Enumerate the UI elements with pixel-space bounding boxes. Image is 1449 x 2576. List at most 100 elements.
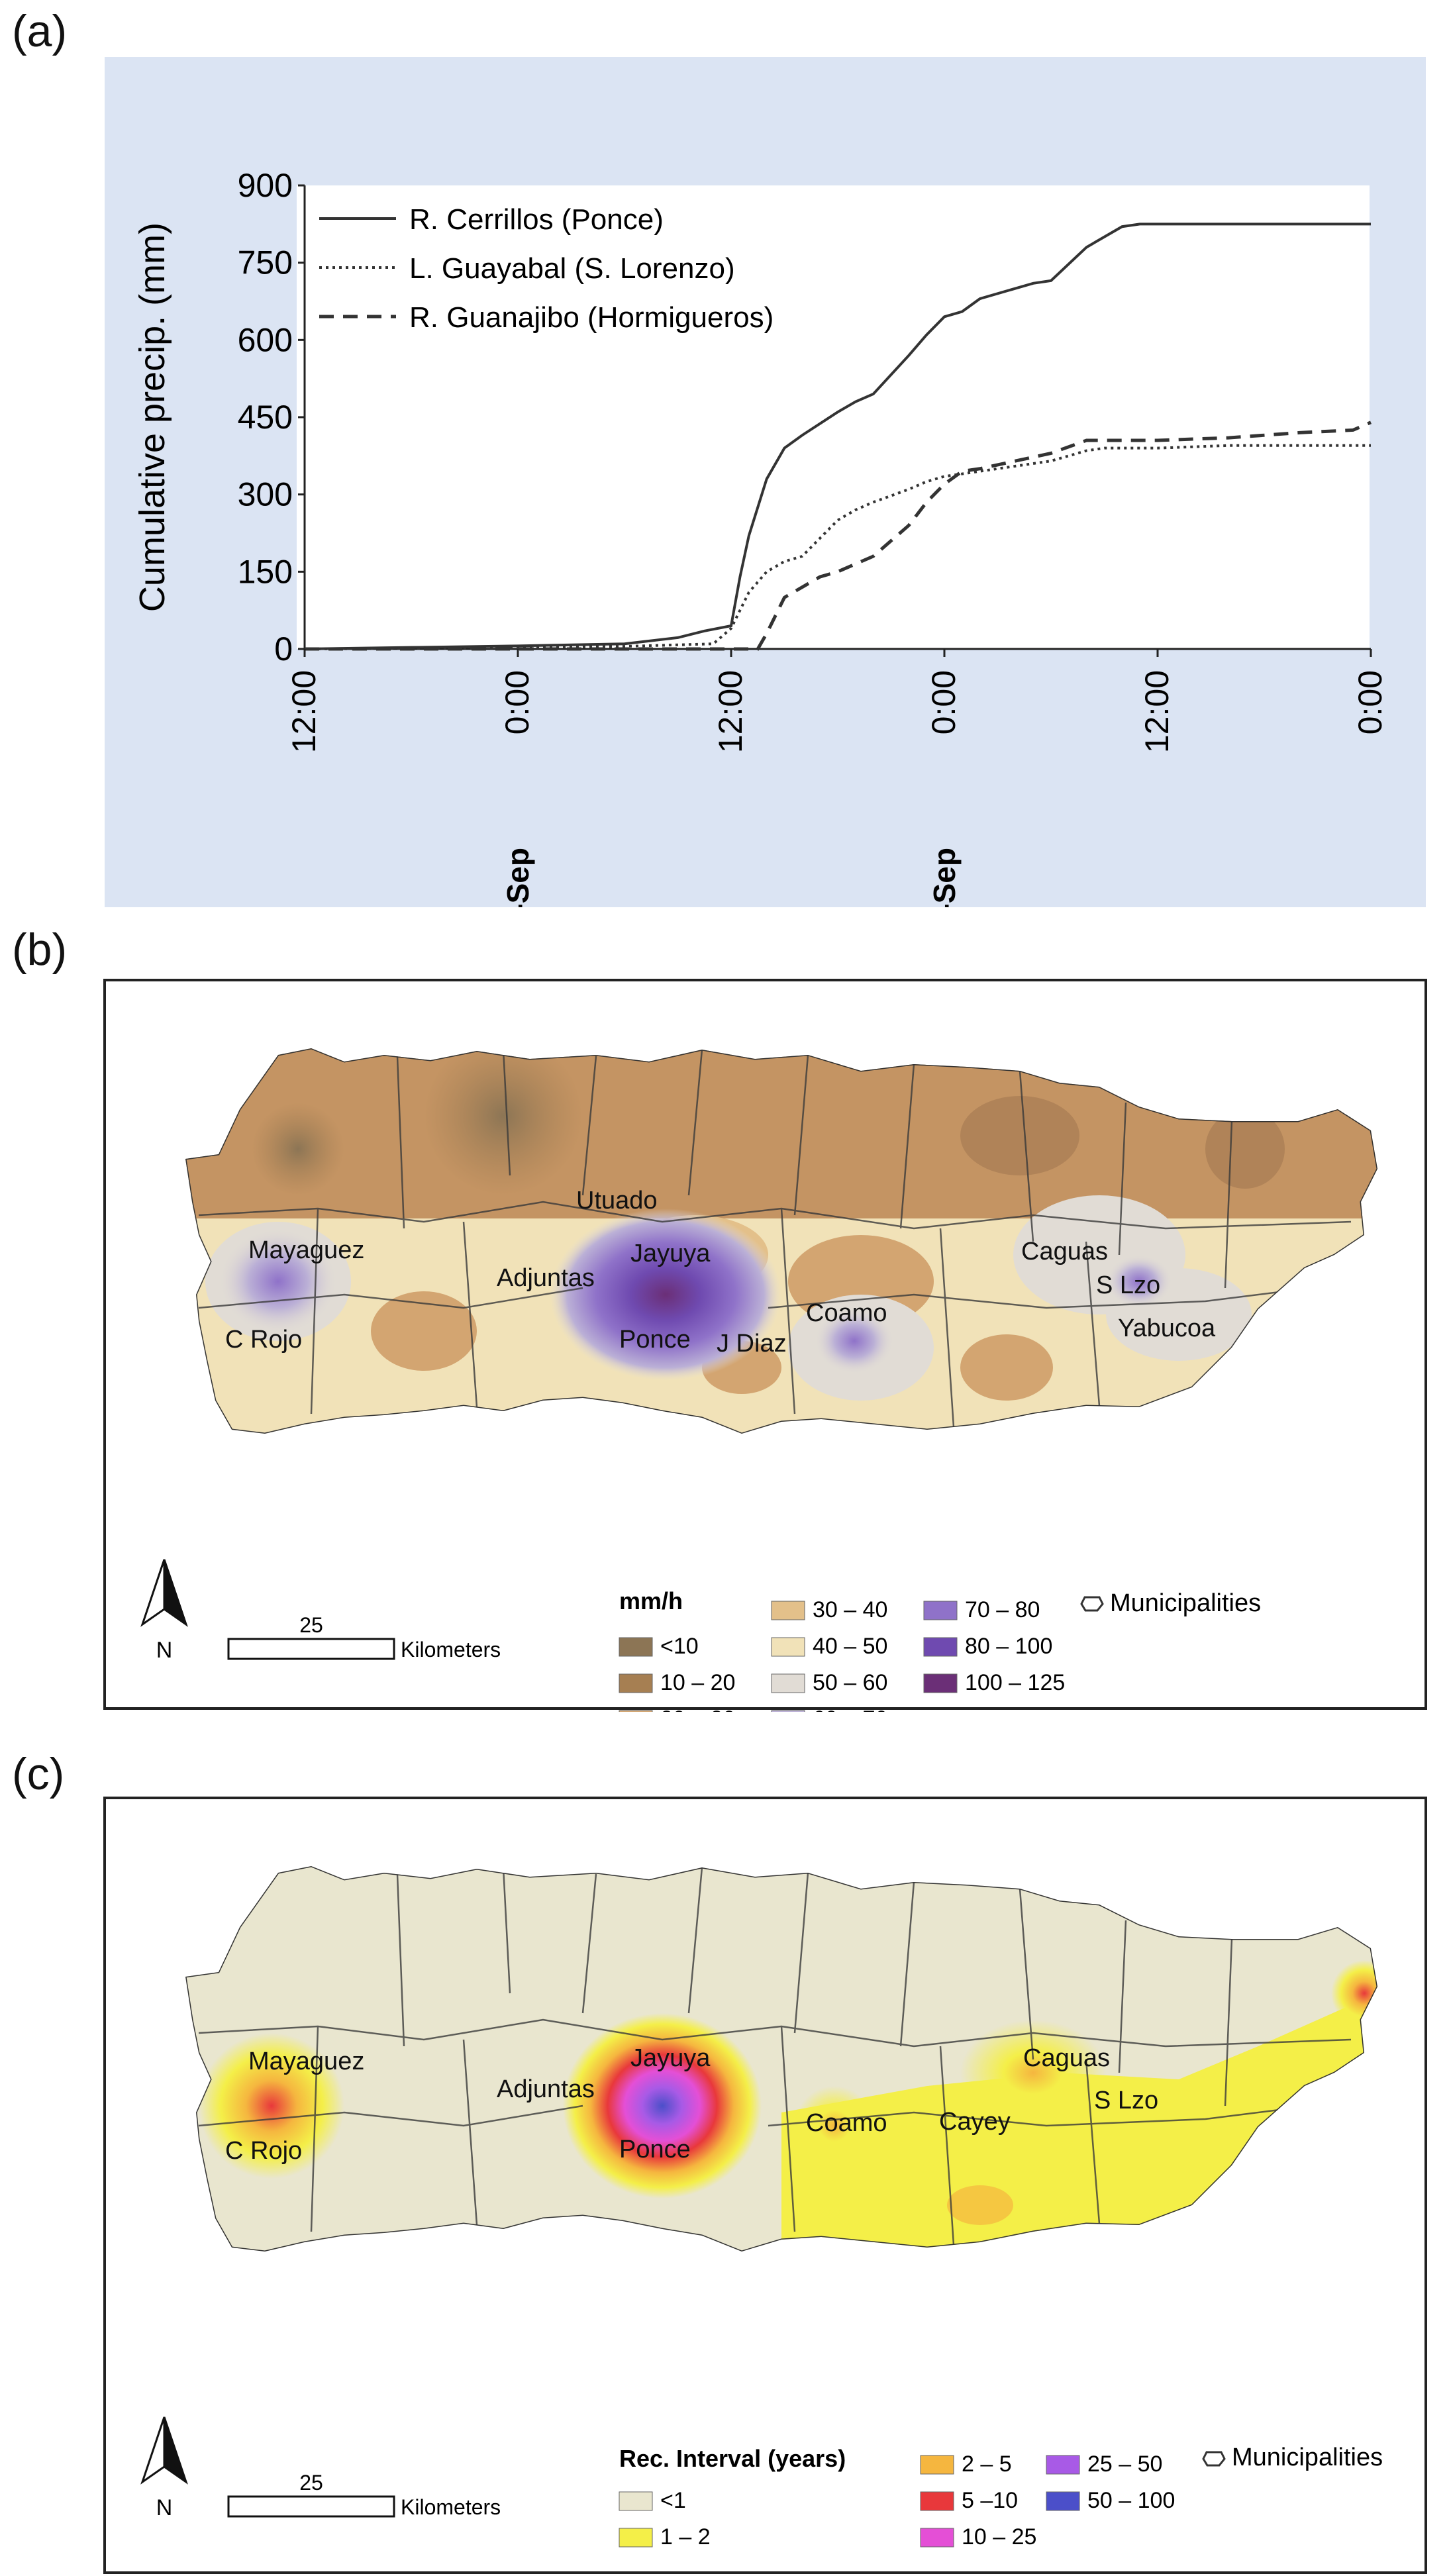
- scale-unit: Kilometers: [401, 1638, 501, 1661]
- legend-b-label: 100 – 125: [965, 1670, 1065, 1695]
- x-tick-label: 12:00: [1138, 670, 1175, 753]
- town-label-caguas: Caguas: [1021, 1238, 1108, 1265]
- legend-b-label: 50 – 60: [813, 1670, 887, 1695]
- legend-c-label: 1 – 2: [660, 2524, 711, 2550]
- town-label-coamo: Coamo: [806, 1299, 887, 1327]
- municipality-outline-icon: [1080, 1596, 1104, 1612]
- legend-b-label: 30 – 40: [813, 1597, 887, 1622]
- y-tick-label: 450: [238, 399, 293, 436]
- legend-c-swatch: [1046, 2455, 1080, 2475]
- map-c-towns: Mayaguez Adjuntas Jayuya C Rojo Ponce Co…: [225, 2044, 1158, 2165]
- town-label-caguas-c: Caguas: [1023, 2044, 1110, 2072]
- series-line-dashed: [305, 421, 1372, 651]
- scale-bar: 25 Kilometers: [227, 1613, 501, 1661]
- legend-b-label: 40 – 50: [813, 1634, 887, 1659]
- town-label-mayaguez-c: Mayaguez: [248, 2048, 364, 2075]
- series-line-solid: [304, 223, 1371, 650]
- north-arrow: N: [140, 1559, 188, 1663]
- y-tick-label: 150: [238, 553, 293, 590]
- y-tick-label: 750: [238, 244, 293, 281]
- date-label: 19-Sep: [927, 848, 962, 907]
- date-label: 18-Sep: [501, 848, 535, 907]
- legend-b-label: 20 – 30: [660, 1707, 735, 1712]
- legend-c-swatch: [619, 2528, 653, 2548]
- map-c: Mayaguez Adjuntas Jayuya C Rojo Ponce Co…: [103, 1797, 1427, 2574]
- legend-c-label: 2 – 5: [962, 2452, 1012, 2477]
- town-label-ponce-c: Ponce: [619, 2136, 691, 2163]
- town-label-jayuya: Jayuya: [630, 1240, 711, 1267]
- legend-b-label: 70 – 80: [965, 1597, 1040, 1622]
- legend-b-swatch: [923, 1673, 958, 1693]
- town-label-utuado: Utuado: [576, 1187, 658, 1214]
- municipalities-legend-b: Municipalities: [1080, 1589, 1261, 1617]
- legend-c-label: <1: [660, 2488, 686, 2513]
- municipality-outline-icon-c: [1202, 2451, 1226, 2467]
- legend-b-swatch: [923, 1601, 958, 1620]
- north-label-c: N: [156, 2495, 173, 2520]
- legend: R. Cerrillos (Ponce) L. Guayabal (S. Lor…: [319, 203, 774, 334]
- legend-c-swatch: [920, 2528, 954, 2548]
- legend-b-swatch: [619, 1637, 653, 1657]
- y-tick-label: 600: [238, 321, 293, 358]
- town-label-jayuya-c: Jayuya: [630, 2044, 711, 2072]
- town-label-j-diaz: J Diaz: [717, 1330, 787, 1358]
- legend-b-label: 80 – 100: [965, 1634, 1052, 1659]
- scale-bar-rect: [227, 1638, 395, 1660]
- town-label-adjuntas-c: Adjuntas: [497, 2075, 595, 2103]
- legend-b-title: mm/h: [619, 1587, 683, 1614]
- scale-bar-c: 25 Kilometers: [227, 2471, 501, 2519]
- legend-c-title: Rec. Interval (years): [619, 2445, 846, 2472]
- legend-b-label: 60 – 70: [813, 1707, 887, 1712]
- legend-label-cerrillos: R. Cerrillos (Ponce): [409, 203, 664, 236]
- municipalities-label-b: Municipalities: [1110, 1589, 1261, 1617]
- legend-b-swatch: [619, 1710, 653, 1712]
- panel-label-b: (b): [12, 924, 68, 975]
- chart-a: 0 150 300 450 600 750 900 12:00 0:00 12:00 0:00 12:…: [105, 57, 1426, 907]
- legend-c: <1 1 – 2 2 – 5 5 –10 10 – 25 25 – 50 50 – 100: [619, 2452, 1175, 2550]
- north-arrow-c: N: [140, 2416, 188, 2520]
- town-label-yabucoa: Yabucoa: [1118, 1314, 1216, 1342]
- y-tick-label: 900: [238, 167, 293, 204]
- legend-c-label: 10 – 25: [962, 2524, 1036, 2550]
- map-b-towns: Utuado Mayaguez Adjuntas Jayuya C Rojo P…: [225, 1187, 1216, 1358]
- town-label-c-rojo: C Rojo: [225, 1326, 302, 1354]
- legend-b-swatch: [771, 1601, 805, 1620]
- legend-b-swatch: [923, 1637, 958, 1657]
- legend-c-label: 5 –10: [962, 2488, 1018, 2513]
- town-label-c-rojo-c: C Rojo: [225, 2137, 302, 2165]
- legend-c-label: 50 – 100: [1087, 2488, 1175, 2513]
- x-tick-label: 12:00: [712, 670, 749, 753]
- series-line-dotted: [304, 444, 1371, 650]
- legend-b-label: 10 – 20: [660, 1670, 735, 1695]
- legend-c-label: 25 – 50: [1087, 2452, 1162, 2477]
- x-tick-label: 12:00: [285, 670, 323, 753]
- legend-b-swatch: [771, 1710, 805, 1712]
- legend-c-swatch: [920, 2491, 954, 2511]
- panel-label-c: (c): [12, 1749, 65, 1799]
- town-label-adjuntas: Adjuntas: [497, 1264, 595, 1292]
- rainfall-intensity-field: [185, 1048, 1377, 1434]
- north-label: N: [156, 1638, 173, 1663]
- x-tick-label: 0:00: [1352, 670, 1389, 734]
- chart-lines: [304, 223, 1372, 651]
- municipalities-label-c: Municipalities: [1232, 2444, 1383, 2471]
- legend-b-swatch: [771, 1673, 805, 1693]
- legend-b-swatch: [771, 1637, 805, 1657]
- y-tick-label: 0: [274, 630, 293, 668]
- map-b: Utuado Mayaguez Adjuntas Jayuya C Rojo P…: [103, 979, 1427, 1712]
- legend-b-label: <10: [660, 1634, 699, 1659]
- scale-unit-c: Kilometers: [401, 2495, 501, 2519]
- scale-value-c: 25: [299, 2471, 323, 2495]
- town-label-coamo-c: Coamo: [806, 2109, 887, 2137]
- legend-c-swatch: [619, 2491, 653, 2511]
- town-label-cayey-c: Cayey: [939, 2108, 1011, 2136]
- x-tick-label: 0:00: [925, 670, 962, 734]
- town-label-ponce: Ponce: [619, 1326, 691, 1354]
- plot-area: [297, 185, 1370, 649]
- municipalities-legend-c: Municipalities: [1202, 2444, 1383, 2471]
- chart-ticks: 0 150 300 450 600 750 900 12:00 0:00 12:00 0:00 12:…: [238, 167, 1389, 907]
- town-label-s-lzo-c: S Lzo: [1094, 2087, 1158, 2114]
- legend-c-swatch: [920, 2455, 954, 2475]
- legend-c-swatch: [1046, 2491, 1080, 2511]
- town-label-s-lzo: S Lzo: [1096, 1271, 1160, 1299]
